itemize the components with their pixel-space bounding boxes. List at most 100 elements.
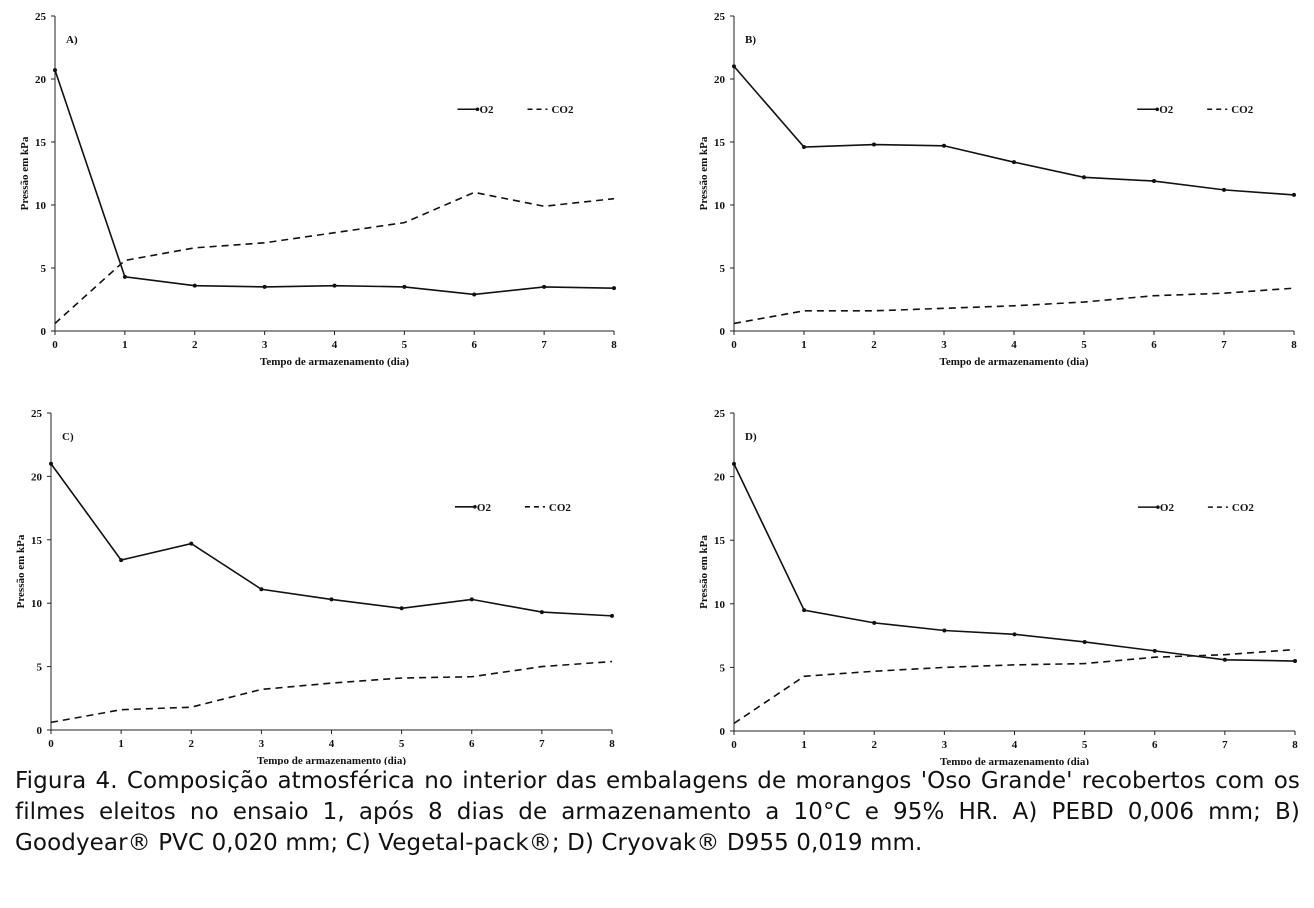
x-tick-label: 2	[871, 339, 877, 351]
y-tick-label: 5	[37, 662, 43, 674]
x-tick-label: 8	[1291, 339, 1297, 351]
x-tick-label: 3	[941, 339, 947, 351]
y-tick-label: 25	[35, 11, 47, 23]
x-tick-label: 1	[801, 739, 807, 751]
data-point-o2	[189, 541, 194, 546]
x-tick-label: 8	[1292, 739, 1298, 751]
series-line-o2	[733, 65, 1295, 196]
legend-marker	[473, 505, 477, 509]
y-tick-label: 10	[35, 200, 47, 212]
x-tick-label: 0	[48, 738, 54, 750]
data-point-o2	[192, 283, 197, 288]
series-line-co2	[54, 191, 615, 325]
y-tick-label: 5	[41, 263, 47, 275]
x-tick-label: 1	[801, 339, 807, 351]
data-point-o2	[612, 286, 616, 291]
data-point-o2	[402, 284, 407, 289]
x-tick-label: 3	[262, 339, 268, 351]
x-tick-label: 7	[1221, 339, 1227, 351]
x-tick-label: 7	[539, 738, 545, 750]
data-point-o2	[539, 610, 544, 615]
y-tick-label: 15	[31, 535, 43, 547]
y-tick-label: 5	[720, 263, 726, 275]
data-point-o2	[1292, 192, 1296, 197]
y-tick-label: 20	[35, 74, 47, 86]
x-tick-label: 0	[731, 739, 737, 751]
data-point-o2	[942, 143, 946, 148]
data-point-o2	[332, 283, 337, 288]
data-point-o2	[1012, 160, 1016, 165]
legend-marker	[1156, 505, 1160, 509]
data-point-o2	[542, 284, 547, 289]
y-tick-label: 25	[714, 11, 726, 23]
series-line-co2	[733, 287, 1295, 325]
data-point-o2	[329, 597, 334, 602]
data-point-o2	[53, 68, 57, 73]
data-point-o2	[1222, 657, 1227, 662]
data-point-o2	[732, 64, 736, 69]
x-tick-label: 2	[872, 739, 878, 751]
y-tick-label: 0	[37, 725, 43, 737]
x-tick-label: 4	[329, 738, 335, 750]
data-point-o2	[399, 606, 404, 611]
x-tick-label: 5	[1082, 739, 1088, 751]
data-point-o2	[802, 608, 807, 613]
x-tick-label: 8	[609, 738, 615, 750]
x-tick-label: 4	[332, 339, 338, 351]
data-point-o2	[262, 284, 267, 289]
x-tick-label: 4	[1011, 339, 1017, 351]
y-axis-label: Pressão em kPa	[19, 136, 31, 210]
legend-marker	[1155, 107, 1159, 112]
legend-label-o2: O2	[479, 104, 494, 116]
x-tick-label: 5	[1081, 339, 1087, 351]
x-axis-label: Tempo de armazenamento (dia)	[940, 356, 1089, 368]
x-tick-label: 1	[122, 339, 128, 351]
x-tick-label: 0	[731, 339, 737, 351]
x-tick-label: 6	[472, 339, 478, 351]
data-point-o2	[1222, 187, 1226, 192]
legend-label-co2: CO2	[549, 502, 572, 514]
data-point-o2	[732, 461, 736, 466]
x-tick-label: 2	[192, 339, 198, 351]
y-tick-label: 5	[720, 662, 726, 674]
series-line-o2	[50, 463, 613, 617]
y-tick-label: 20	[714, 472, 726, 484]
data-point-o2	[610, 613, 614, 618]
panel-label: C)	[62, 431, 74, 443]
x-tick-label: 1	[118, 738, 124, 750]
y-axis-label: Pressão em kPa	[698, 136, 710, 210]
x-tick-label: 2	[189, 738, 195, 750]
x-tick-label: 3	[942, 739, 948, 751]
data-point-o2	[1293, 659, 1297, 664]
legend-label-co2: CO2	[1231, 104, 1254, 116]
y-tick-label: 15	[714, 137, 726, 149]
x-tick-label: 4	[1012, 739, 1018, 751]
y-tick-label: 0	[720, 726, 726, 738]
legend-label-o2: O2	[1159, 104, 1174, 116]
data-point-o2	[119, 558, 124, 563]
data-point-o2	[122, 274, 127, 279]
panel-label: B)	[745, 34, 756, 46]
y-tick-label: 20	[31, 471, 43, 483]
x-tick-label: 6	[1152, 739, 1158, 751]
chart-panel-b: 0 5 10 15 20 25 0 1 2 3 4 5 6 7 8 Tempo de armazenament…	[698, 11, 1297, 368]
y-tick-label: 25	[714, 408, 726, 420]
legend-marker	[475, 107, 480, 112]
y-axis-label: Pressão em kPa	[15, 534, 27, 608]
y-axis-label: Pressão em kPa	[698, 535, 710, 609]
series-line-o2	[54, 69, 615, 296]
panel-label: D)	[745, 431, 757, 443]
x-tick-label: 7	[541, 339, 547, 351]
y-tick-label: 0	[41, 326, 47, 338]
figure-caption: Figura 4. Composição atmosférica no inte…	[15, 768, 1300, 856]
x-tick-label: 8	[611, 339, 617, 351]
x-tick-label: 7	[1222, 739, 1228, 751]
y-tick-label: 10	[714, 599, 726, 611]
data-point-o2	[942, 628, 947, 633]
data-point-o2	[1082, 639, 1087, 644]
data-point-o2	[259, 587, 264, 592]
y-tick-label: 0	[720, 326, 726, 338]
chart-panel-a: 0 5 10 15 20 25 0 1 2 3 4 5 6 7 8 Tempo de armazenament…	[19, 11, 617, 368]
data-point-o2	[472, 292, 477, 297]
